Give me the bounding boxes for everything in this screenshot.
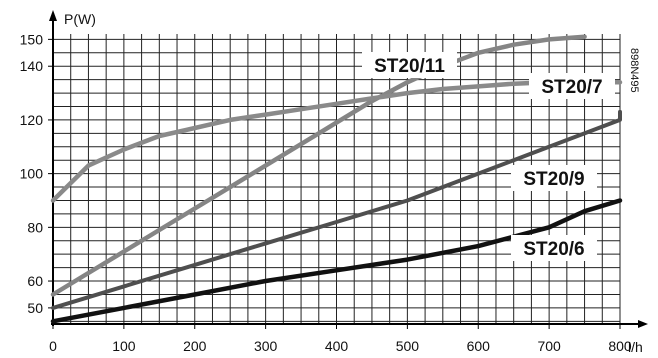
- x-tick-label: 100: [112, 338, 136, 354]
- y-tick-label: 150: [20, 31, 44, 47]
- y-tick-label: 140: [20, 58, 44, 74]
- series-label-st20-11: ST20/11: [374, 56, 445, 77]
- series-line-st20-11: [50, 34, 587, 297]
- y-tick-label: 60: [27, 273, 43, 289]
- x-tick-label: 600: [467, 338, 491, 354]
- x-tick-label: 500: [396, 338, 420, 354]
- series-label-st20-9: ST20/9: [523, 169, 584, 190]
- y-axis-label: P(W): [64, 11, 96, 27]
- series-label-st20-6: ST20/6: [523, 239, 584, 260]
- x-axis-label: l/h: [628, 339, 643, 355]
- series-label-st20-7: ST20/7: [541, 77, 602, 98]
- series-group: [50, 34, 623, 324]
- y-tick-label: 100: [20, 166, 44, 182]
- series-label-bg: [511, 165, 597, 191]
- axes: [49, 10, 648, 328]
- x-tick-label: 200: [183, 338, 207, 354]
- x-axis-arrow: [638, 320, 648, 328]
- reference-code: 898N495: [628, 48, 640, 93]
- series-line-st20-7: [50, 80, 623, 203]
- x-tick-label: 700: [537, 338, 561, 354]
- y-axis-arrow: [49, 10, 57, 21]
- series-label-bg: [362, 52, 457, 78]
- tick-labels: 0 100 200 300 400 500 600 700 800 50 60 80 100 120 140…: [20, 31, 632, 354]
- x-tick-label: 0: [49, 338, 57, 354]
- y-tick-label: 120: [20, 112, 44, 128]
- series-labels: ST20/11 ST20/7 ST20/9 ST20/6: [362, 52, 615, 261]
- y-tick-label: 80: [27, 219, 43, 235]
- series-line-st20-9: [51, 109, 622, 310]
- x-tick-label: 400: [325, 338, 349, 354]
- series-label-bg: [511, 235, 597, 261]
- x-tick-label: 300: [254, 338, 278, 354]
- y-tick-label: 50: [27, 300, 43, 316]
- x-tick-label: 800: [608, 338, 632, 354]
- series-label-bg: [529, 73, 615, 99]
- series-line-st20-6: [50, 198, 623, 324]
